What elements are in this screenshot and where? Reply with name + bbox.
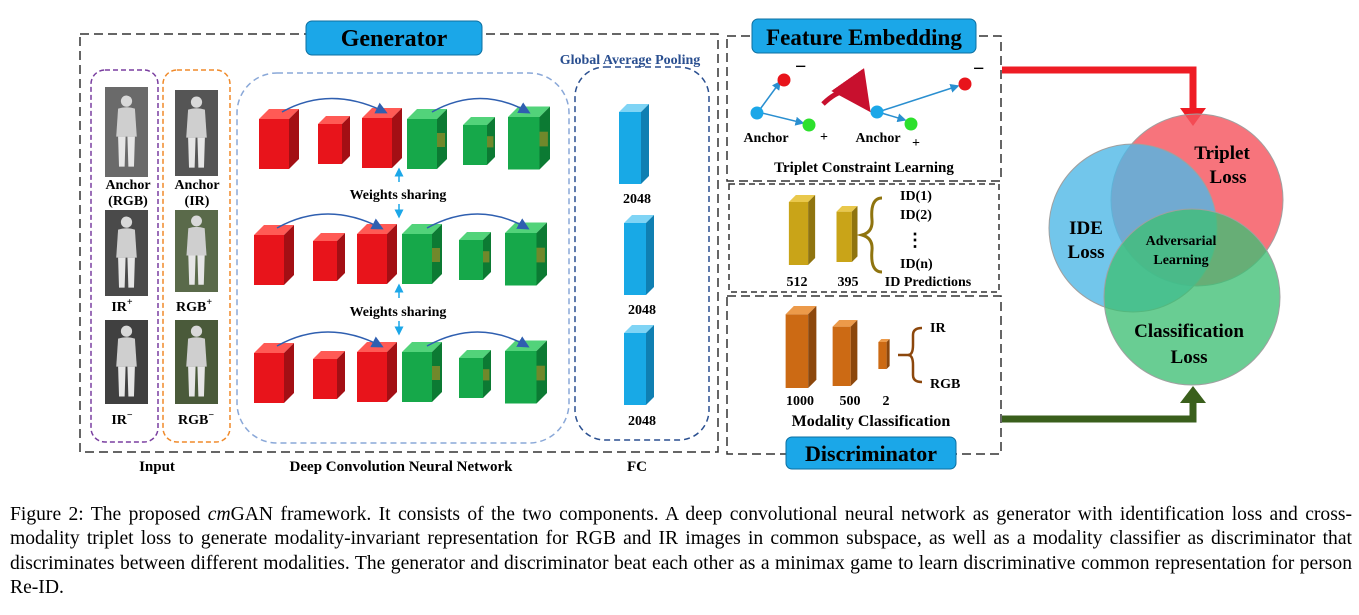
gap-label: Global Average Pooling	[560, 53, 701, 68]
input-group-ir	[162, 69, 231, 443]
fc-2-label: 2	[883, 394, 890, 409]
id-predictions-caption: ID Predictions	[885, 275, 972, 290]
feature-embedding-title: Feature Embedding	[766, 25, 962, 50]
modality-ir-label: IR	[930, 321, 946, 336]
fc-395-block	[836, 206, 858, 262]
cnn-stream-1	[259, 97, 550, 170]
fc-dim-3: 2048	[628, 414, 656, 429]
anchor-rgb-image	[105, 87, 148, 177]
triplet-right-diagram: − + Anchor	[855, 58, 984, 151]
anchor-ir-label-1: Anchor	[174, 178, 219, 193]
classification-loss-label-2: Loss	[1171, 347, 1208, 368]
rgb-negative-image	[175, 320, 218, 404]
discriminator-title: Discriminator	[805, 441, 937, 466]
id-2-label: ID(2)	[900, 208, 932, 223]
adversarial-label-1: Adversarial	[1146, 234, 1217, 249]
fc-block-3	[624, 325, 654, 405]
cnn-stream-2	[254, 213, 547, 286]
rgb-negative-label: RGB−	[178, 410, 214, 428]
triplet-right-plus: +	[912, 136, 920, 151]
triplet-left-minus: −	[795, 56, 806, 78]
triplet-caption: Triplet Constraint Learning	[774, 160, 954, 176]
anchor-rgb-label-2: (RGB)	[108, 194, 148, 209]
generator-box	[79, 33, 719, 453]
input-group-rgb	[90, 69, 159, 443]
triplet-right-minus: −	[973, 58, 984, 80]
id-brace	[856, 196, 883, 274]
modality-fork	[898, 326, 923, 357]
ir-positive-label: IR+	[111, 297, 133, 315]
triplet-right-anchor: Anchor	[855, 131, 900, 146]
dcnn-group-box	[236, 72, 570, 444]
caption-emphasis: cm	[207, 504, 231, 525]
id-prediction-panel	[728, 183, 1000, 293]
fc-label: FC	[627, 459, 647, 475]
triplet-transform-arrow	[821, 68, 871, 113]
id-dots: ⋮	[906, 230, 924, 250]
framework-figure: Generator Anchor (RGB) Anchor (IR) IR+ R…	[79, 18, 1284, 475]
classification-loss-circle	[1103, 208, 1281, 386]
loss-venn-diagram: Triplet Loss IDE Loss Adversarial Learni…	[1048, 113, 1284, 386]
fc-dim-2: 2048	[628, 303, 656, 318]
id-1-label: ID(1)	[900, 189, 932, 204]
ir-positive-image	[105, 210, 148, 296]
rgb-positive-label: RGB+	[176, 297, 212, 315]
cnn-stream-3	[254, 331, 547, 404]
fc-dim-1: 2048	[623, 192, 651, 207]
discriminator-panel	[726, 295, 1002, 455]
triplet-left-diagram: − + Anchor	[743, 56, 828, 146]
modality-rgb-label: RGB	[930, 377, 960, 392]
caption-prefix: Figure 2: The proposed	[10, 504, 208, 525]
generator-title-box	[305, 20, 483, 56]
ir-negative-image	[105, 320, 148, 404]
triplet-left-plus: +	[820, 130, 828, 145]
anchor-ir-label-2: (IR)	[185, 194, 210, 209]
triplet-loss-label-1: Triplet	[1194, 143, 1250, 164]
fc-512-block	[788, 195, 816, 265]
generator-title: Generator	[341, 26, 448, 52]
triplet-left-anchor: Anchor	[743, 131, 788, 146]
fc-395-label: 395	[838, 275, 859, 290]
triplet-loss-label-2: Loss	[1210, 167, 1247, 188]
fc-2-block	[878, 339, 890, 369]
weights-sharing-label-1: Weights sharing	[350, 188, 447, 203]
rgb-positive-image	[175, 210, 218, 292]
classification-loss-arrow	[1002, 386, 1206, 423]
weights-sharing-label-2: Weights sharing	[350, 305, 447, 320]
anchor-ir-image	[175, 90, 218, 176]
discriminator-title-box	[785, 436, 957, 470]
caption-body: GAN framework. It consists of the two co…	[10, 504, 1352, 599]
classification-loss-label-1: Classification	[1134, 321, 1244, 342]
input-label: Input	[139, 459, 175, 475]
ide-loss-label-1: IDE	[1069, 218, 1103, 239]
anchor-rgb-label-1: Anchor	[105, 178, 150, 193]
ir-negative-label: IR−	[111, 410, 133, 428]
fc-block-1	[619, 104, 649, 184]
figure-caption: Figure 2: The proposed cmGAN framework. …	[10, 503, 1352, 601]
fc-500-block	[832, 320, 858, 386]
fc-512-label: 512	[787, 275, 808, 290]
fc-1000-block	[785, 306, 817, 388]
adversarial-label-2: Learning	[1153, 253, 1208, 268]
ide-loss-label-2: Loss	[1068, 242, 1105, 263]
feature-embedding-title-box	[751, 18, 977, 54]
id-n-label: ID(n)	[900, 257, 933, 272]
modality-caption: Modality Classification	[792, 413, 951, 430]
fc-500-label: 500	[840, 394, 861, 409]
dcnn-label: Deep Convolution Neural Network	[290, 459, 514, 475]
fc-1000-label: 1000	[786, 394, 814, 409]
fc-block-2	[624, 215, 654, 295]
